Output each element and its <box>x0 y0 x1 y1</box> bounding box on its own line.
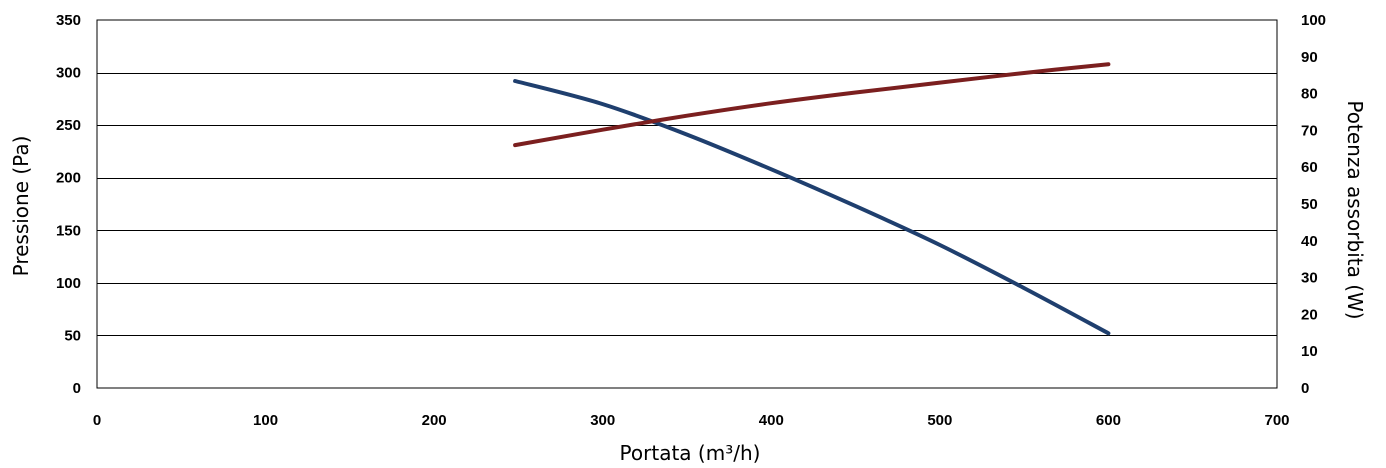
x-tick-label: 700 <box>1264 412 1289 429</box>
series-group <box>513 62 1111 336</box>
x-tick-label: 200 <box>422 412 447 429</box>
x-tick-label: 400 <box>759 412 784 429</box>
x-tick-label: 300 <box>590 412 615 429</box>
y-left-tick-label: 100 <box>56 275 81 292</box>
y-right-axis-title: Potenza assorbita (W) <box>1343 100 1367 319</box>
series-line-pressure <box>513 79 1111 336</box>
y-left-tick-label: 300 <box>56 65 81 82</box>
x-tick-label: 0 <box>93 412 101 429</box>
y-right-tick-label: 20 <box>1301 306 1318 323</box>
plot-area <box>96 19 1278 389</box>
x-axis-title: Portata (m³/h) <box>620 441 761 465</box>
y-right-tick-label: 10 <box>1301 343 1318 360</box>
x-tick-label: 600 <box>1096 412 1121 429</box>
x-tick-labels: 0 100 200 300 400 500 600 700 <box>93 412 1290 429</box>
y-right-tick-label: 50 <box>1301 196 1318 213</box>
y-left-axis-title: Pressione (Pa) <box>9 136 33 277</box>
x-tick-label: 500 <box>927 412 952 429</box>
y-left-tick-label: 0 <box>73 380 81 397</box>
y-left-tick-label: 150 <box>56 222 81 239</box>
y-right-tick-label: 80 <box>1301 86 1318 103</box>
y-right-tick-label: 100 <box>1301 12 1326 29</box>
y-right-tick-labels: 0 10 20 30 40 50 60 70 80 90 100 <box>1301 12 1326 397</box>
y-left-tick-label: 250 <box>56 117 81 134</box>
y-left-tick-label: 350 <box>56 12 81 29</box>
y-right-tick-label: 70 <box>1301 122 1318 139</box>
series-line-power <box>513 62 1111 148</box>
y-right-tick-label: 60 <box>1301 159 1318 176</box>
x-tick-label: 100 <box>253 412 278 429</box>
y-right-tick-label: 40 <box>1301 233 1318 250</box>
y-right-tick-label: 30 <box>1301 270 1318 287</box>
y-left-tick-label: 50 <box>64 327 81 344</box>
y-right-tick-label: 0 <box>1301 380 1309 397</box>
grid-lines <box>97 73 1277 336</box>
y-left-tick-label: 200 <box>56 170 81 187</box>
y-right-tick-label: 90 <box>1301 49 1318 66</box>
y-left-tick-labels: 0 50 100 150 200 250 300 350 <box>56 12 81 397</box>
